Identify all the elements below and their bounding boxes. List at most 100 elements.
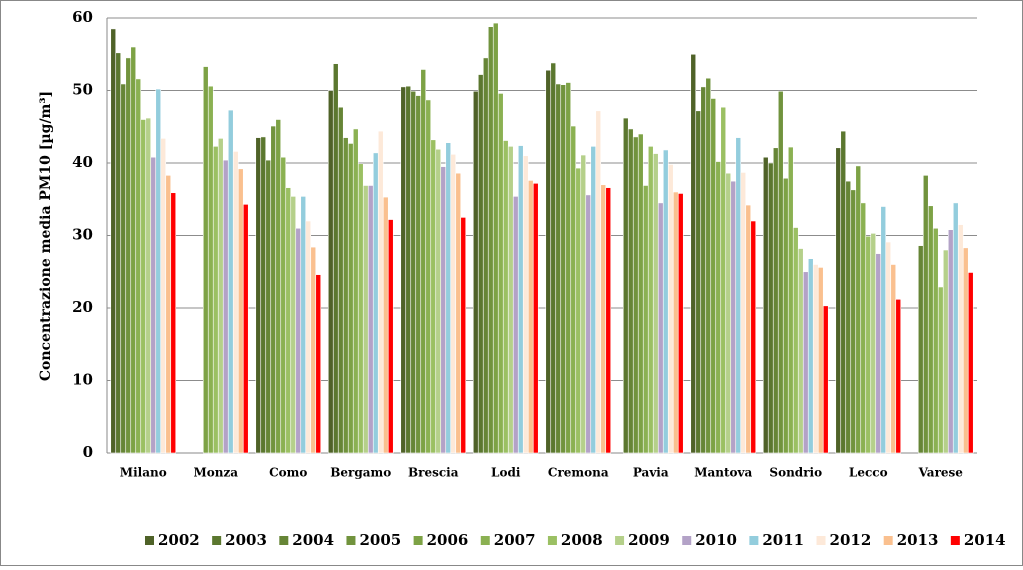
- bar: [155, 88, 162, 454]
- legend-label: 2007: [494, 531, 536, 549]
- bar: [942, 249, 949, 454]
- bar: [212, 146, 219, 454]
- legend-label: 2005: [359, 531, 401, 549]
- bar: [477, 74, 484, 454]
- bar: [875, 253, 882, 454]
- legend-swatch: [145, 536, 154, 545]
- bar: [445, 142, 452, 454]
- bar: [532, 183, 539, 454]
- bar: [285, 187, 292, 454]
- bar: [497, 93, 504, 454]
- bar: [522, 155, 529, 454]
- bar: [895, 298, 902, 454]
- bar: [860, 202, 867, 454]
- bar: [822, 305, 829, 454]
- bar: [767, 162, 774, 454]
- bar: [435, 148, 442, 454]
- y-tick-label: 50: [72, 81, 93, 99]
- bar: [347, 143, 354, 454]
- bar: [265, 159, 272, 454]
- bar: [605, 187, 612, 454]
- bar: [845, 180, 852, 454]
- bar: [527, 180, 534, 454]
- bar: [290, 196, 297, 454]
- legend-label: 2010: [695, 531, 737, 549]
- x-tick-label: Monza: [193, 466, 238, 480]
- bar: [160, 138, 167, 454]
- bar: [295, 227, 302, 454]
- bar: [387, 219, 394, 454]
- bar: [817, 267, 824, 454]
- bar: [255, 137, 262, 454]
- x-tick-label: Lecco: [849, 466, 888, 480]
- bar: [460, 217, 467, 454]
- bar: [315, 274, 322, 454]
- bar: [565, 82, 572, 454]
- bar: [280, 156, 287, 454]
- bar: [140, 119, 147, 454]
- bar: [550, 62, 557, 454]
- bar: [812, 264, 819, 454]
- x-tick-label: Sondrio: [769, 466, 822, 480]
- legend-swatch: [480, 536, 490, 545]
- bar: [507, 146, 514, 454]
- bar: [600, 184, 607, 454]
- bar: [777, 90, 784, 454]
- legend-swatch: [682, 536, 692, 545]
- x-tick-label: Bergamo: [330, 466, 391, 480]
- bar: [962, 247, 969, 454]
- y-tick-label: 40: [72, 153, 93, 171]
- bar: [492, 22, 499, 454]
- bar: [835, 147, 842, 454]
- x-tick-label: Como: [269, 466, 307, 480]
- bar: [865, 235, 872, 454]
- bar: [787, 146, 794, 454]
- bar: [327, 90, 334, 454]
- bar: [232, 151, 239, 454]
- x-tick-label: Milano: [120, 466, 167, 480]
- bar: [870, 233, 877, 454]
- bar: [367, 185, 374, 454]
- bar: [735, 137, 742, 454]
- bar: [782, 177, 789, 454]
- legend-swatch: [749, 536, 759, 545]
- bar: [545, 69, 552, 454]
- legend-swatch: [950, 536, 960, 545]
- x-tick-label: Cremona: [548, 466, 609, 480]
- x-tick-label: Varese: [918, 466, 964, 480]
- bar: [332, 63, 339, 454]
- legend-swatch: [816, 536, 826, 545]
- bar: [512, 196, 519, 454]
- bar: [652, 153, 659, 454]
- bar: [377, 130, 384, 454]
- bar: [310, 246, 317, 454]
- bar: [585, 194, 592, 454]
- bar: [517, 145, 524, 454]
- x-tick-label: Lodi: [491, 466, 521, 480]
- bar: [802, 271, 809, 454]
- bar: [487, 26, 494, 454]
- legend-label: 2009: [628, 531, 670, 549]
- legend-label: 2008: [561, 531, 603, 549]
- bar: [410, 90, 417, 454]
- bar: [130, 46, 137, 454]
- bar: [637, 133, 644, 454]
- bar: [382, 196, 389, 454]
- bar: [270, 125, 277, 454]
- bar: [690, 53, 697, 454]
- bar: [632, 136, 639, 454]
- bar: [450, 154, 457, 454]
- bar: [440, 166, 447, 454]
- bar: [260, 136, 267, 454]
- y-tick-label: 0: [83, 443, 93, 461]
- bar: [352, 128, 359, 454]
- y-tick-label: 30: [72, 226, 93, 244]
- bar: [337, 106, 344, 454]
- bar: [647, 146, 654, 454]
- bar: [202, 66, 209, 454]
- legend-swatch: [615, 536, 625, 545]
- bar: [580, 154, 587, 454]
- bar: [627, 128, 634, 454]
- legend-label: 2014: [964, 531, 1006, 549]
